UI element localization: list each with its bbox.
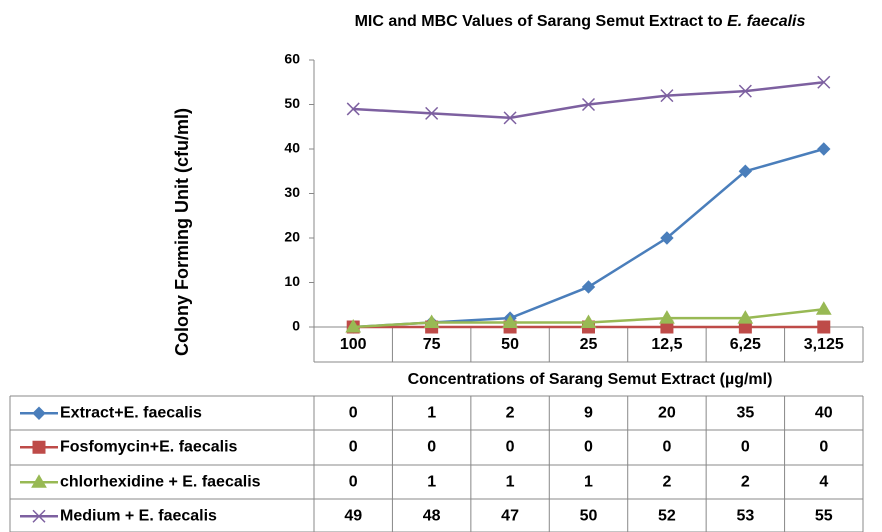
legend-marker xyxy=(32,440,46,454)
data-point xyxy=(581,97,596,112)
y-tick-label: 0 xyxy=(292,318,300,334)
legend-label: Medium + E. faecalis xyxy=(60,507,217,524)
table-value: 47 xyxy=(501,507,519,524)
table-value: 9 xyxy=(584,404,593,421)
data-point xyxy=(660,89,674,103)
table-value: 1 xyxy=(506,473,515,490)
data-point xyxy=(737,310,754,324)
data-point xyxy=(423,314,440,329)
table-value: 53 xyxy=(736,507,754,524)
table-value: 2 xyxy=(506,404,515,421)
data-point xyxy=(817,320,831,334)
table-value: 0 xyxy=(584,438,593,455)
table-value: 1 xyxy=(427,404,436,421)
data-point xyxy=(503,111,517,125)
y-tick-label: 30 xyxy=(284,184,300,200)
data-point xyxy=(660,231,674,245)
data-point xyxy=(581,280,596,294)
chart-title: MIC and MBC Values of Sarang Semut Extra… xyxy=(355,13,806,30)
x-tick-label: 25 xyxy=(580,336,598,353)
table-value: 0 xyxy=(427,438,436,455)
table-value: 0 xyxy=(349,473,358,490)
data-point xyxy=(738,164,753,178)
y-axis-label: Colony Forming Unit (cfu/ml) xyxy=(172,108,192,356)
x-tick-label: 6,25 xyxy=(730,336,761,353)
table-value: 0 xyxy=(741,438,750,455)
data-point xyxy=(815,301,832,315)
y-tick-label: 20 xyxy=(284,229,300,245)
x-tick-label: 75 xyxy=(423,336,441,353)
x-tick-label: 50 xyxy=(501,336,519,353)
y-tick-label: 40 xyxy=(284,140,300,156)
y-tick-label: 10 xyxy=(284,273,300,289)
table-value: 4 xyxy=(819,473,828,490)
data-point xyxy=(659,310,675,324)
x-tick-label: 3,125 xyxy=(804,336,844,353)
table-value: 49 xyxy=(344,507,362,524)
data-point xyxy=(346,102,360,116)
y-tick-label: 50 xyxy=(284,95,300,111)
table-value: 0 xyxy=(506,438,515,455)
x-axis-label: Concentrations of Sarang Semut Extract (… xyxy=(408,371,773,388)
table-value: 0 xyxy=(349,404,358,421)
data-point xyxy=(738,84,752,98)
table-value: 1 xyxy=(584,473,593,490)
table-value: 50 xyxy=(580,507,598,524)
legend-label: Extract+E. faecalis xyxy=(60,404,202,421)
data-point xyxy=(345,319,362,333)
table-value: 2 xyxy=(662,473,671,490)
legend-marker xyxy=(32,406,46,420)
data-point xyxy=(425,106,439,120)
table-value: 20 xyxy=(658,404,676,421)
legend-label: Fosfomycin+E. faecalis xyxy=(60,438,238,455)
table-value: 35 xyxy=(736,404,754,421)
legend-marker xyxy=(31,474,47,488)
series-line xyxy=(353,81,824,120)
table-value: 55 xyxy=(815,507,833,524)
table-value: 0 xyxy=(349,438,358,455)
data-point xyxy=(502,314,518,329)
data-point xyxy=(580,314,597,329)
x-tick-label: 100 xyxy=(340,336,367,353)
table-value: 0 xyxy=(662,438,671,455)
legend-label: chlorhexidine + E. faecalis xyxy=(60,473,261,490)
y-tick-label: 60 xyxy=(284,51,300,67)
table-value: 2 xyxy=(741,473,750,490)
table-value: 1 xyxy=(427,473,436,490)
table-value: 52 xyxy=(658,507,676,524)
table-value: 40 xyxy=(815,404,833,421)
table-value: 48 xyxy=(423,507,441,524)
legend-marker xyxy=(32,509,46,523)
data-point xyxy=(817,142,831,156)
series-line xyxy=(353,147,825,329)
table-value: 0 xyxy=(819,438,828,455)
data-point xyxy=(817,75,831,89)
x-tick-label: 12,5 xyxy=(651,336,682,353)
